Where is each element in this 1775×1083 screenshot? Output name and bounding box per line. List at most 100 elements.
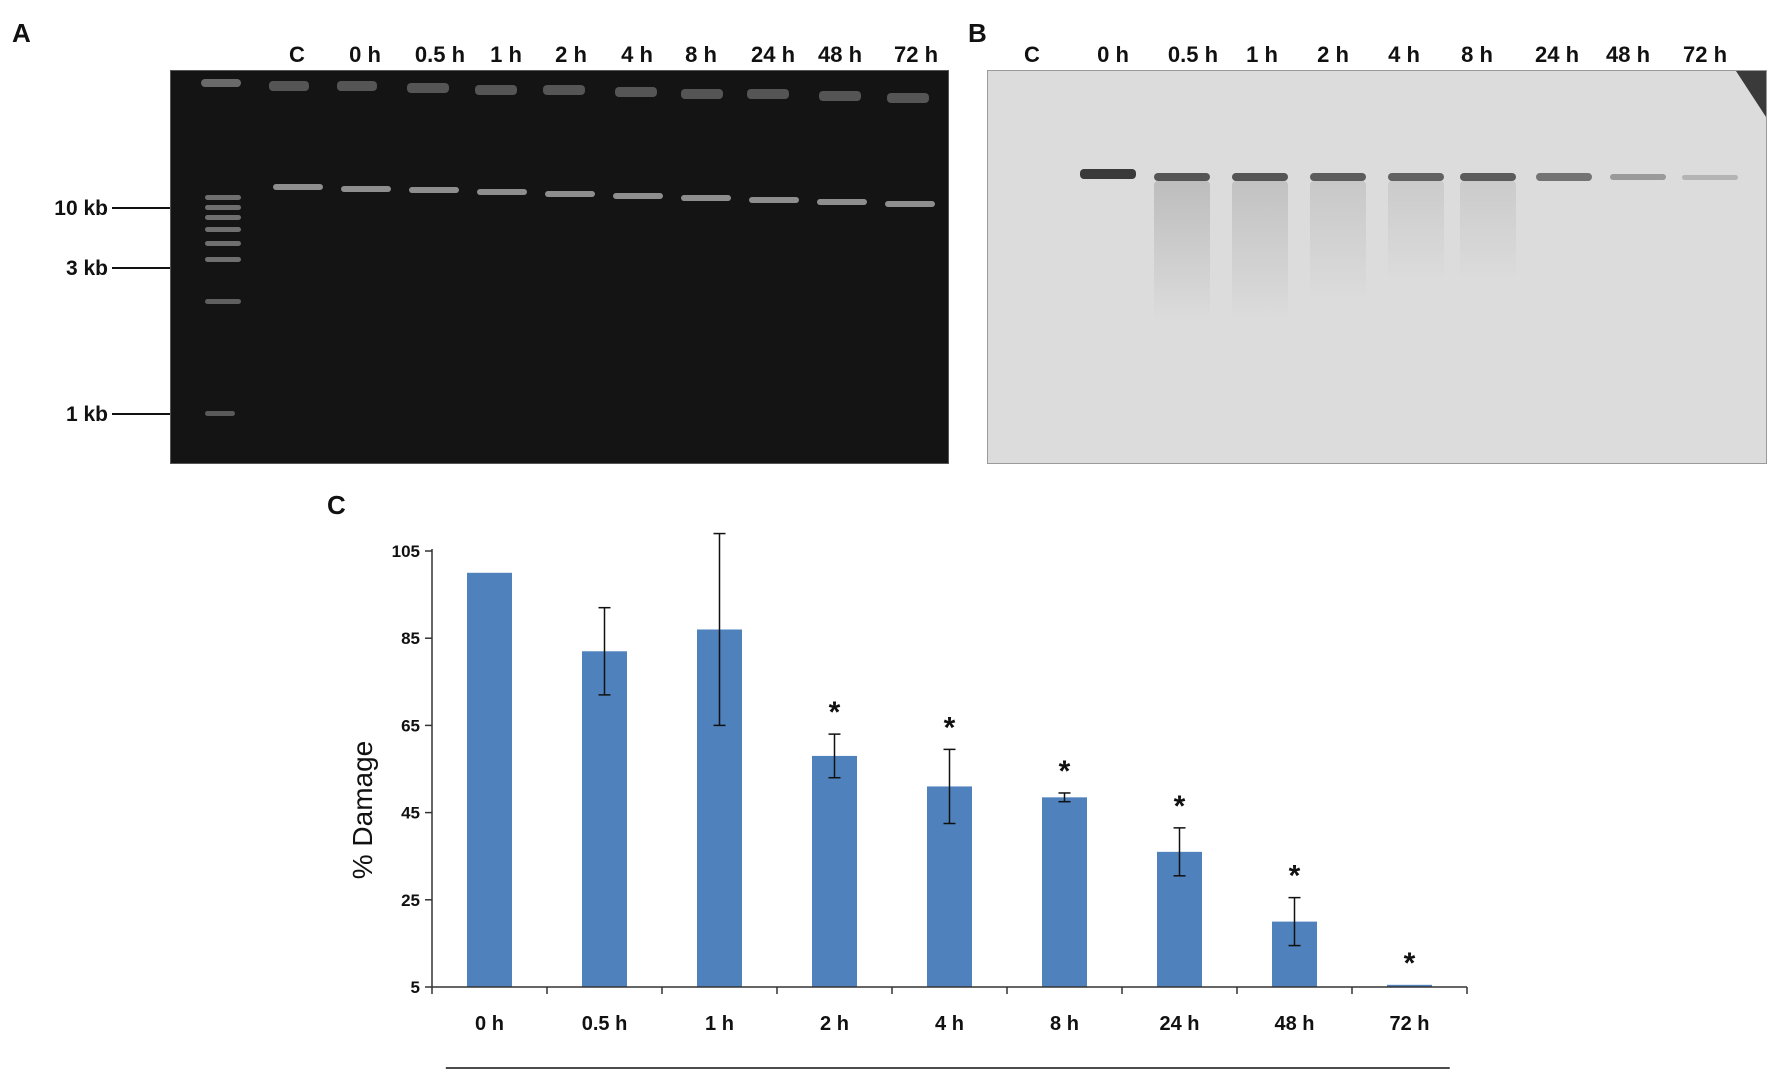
bar <box>1387 984 1432 987</box>
gel-well <box>887 93 929 103</box>
gel-b-lane-label: 2 h <box>1317 42 1349 67</box>
ladder-pointer <box>112 207 170 209</box>
y-tick-label: 5 <box>411 978 420 997</box>
ladder-label-3kb: 3 kb <box>65 257 108 280</box>
significance-group: * * * * * * <box>829 696 1416 980</box>
y-tick-label: 65 <box>401 716 420 735</box>
gel-b-lane-label: 8 h <box>1461 42 1493 67</box>
gel-b-lane-label: 24 h <box>1534 42 1580 67</box>
gel-b-lane-label: 0.5 h <box>1167 42 1219 67</box>
x-tick-label: 72 h <box>1389 1013 1429 1035</box>
gel-b-lane-label: 4 h <box>1388 42 1420 67</box>
gel-band <box>1232 173 1288 181</box>
gel-band <box>273 184 323 190</box>
x-tick-label: 2 h <box>820 1013 849 1035</box>
gel-a-lane-label: 24 h <box>750 42 796 67</box>
gel-band <box>613 193 663 199</box>
ladder-band <box>205 257 241 262</box>
axes-group <box>425 549 1468 1069</box>
x-tick-label: 0 h <box>475 1013 504 1035</box>
x-tick-label: 24 h <box>1159 1013 1199 1035</box>
gel-band <box>749 197 799 203</box>
ladder-label-10kb: 10 kb <box>54 197 108 220</box>
gel-a-lane-label: C <box>289 42 305 67</box>
gel-well <box>201 79 241 87</box>
significance-star: * <box>1059 755 1071 788</box>
x-tick-label: 1 h <box>705 1013 734 1035</box>
x-tick-label: 48 h <box>1274 1013 1314 1035</box>
ladder-label-1kb: 1 kb <box>65 403 108 426</box>
gel-smear <box>1388 181 1444 281</box>
ladder-band <box>205 241 241 246</box>
y-tick-label: 45 <box>401 804 420 823</box>
gel-well <box>475 85 517 95</box>
gel-a-lane-label: 1 h <box>490 42 522 67</box>
gel-b-lane-label: 48 h <box>1605 42 1651 67</box>
gel-band <box>817 199 867 205</box>
gel-a-lane-label: 2 h <box>555 42 587 67</box>
gel-band <box>477 189 527 195</box>
gel-a-lane-label: 4 h <box>621 42 653 67</box>
gel-well <box>681 89 723 99</box>
bar <box>467 572 512 987</box>
gel-smear <box>1460 181 1516 281</box>
gel-band <box>1610 174 1666 180</box>
gel-well <box>615 87 657 97</box>
ladder-band <box>205 227 241 232</box>
gel-b-lane-label: C <box>1024 42 1040 67</box>
significance-star: * <box>1289 860 1301 893</box>
gel-a-lane-label: 72 h <box>893 42 939 67</box>
gel-b-lane-label: 72 h <box>1682 42 1728 67</box>
significance-star: * <box>1404 947 1416 980</box>
significance-star: * <box>829 696 841 729</box>
gel-well <box>407 83 449 93</box>
gel-well <box>543 85 585 95</box>
gel-well <box>747 89 789 99</box>
gel-band <box>1154 173 1210 181</box>
x-tick-label: 4 h <box>935 1013 964 1035</box>
gel-smear <box>1310 181 1366 301</box>
bar <box>1042 797 1087 987</box>
ladder-pointer <box>112 267 170 269</box>
gel-b-lane-label: 0 h <box>1097 42 1129 67</box>
gel-well <box>269 81 309 91</box>
gel-a-lane-label: 8 h <box>685 42 717 67</box>
gel-band <box>341 186 391 192</box>
agarose-gel-image <box>170 70 949 464</box>
gel-well <box>819 91 861 101</box>
ladder-band <box>205 195 241 200</box>
gel-band <box>1536 173 1592 181</box>
gel-smear <box>1154 181 1210 321</box>
panel-c-letter: C <box>327 490 346 520</box>
x-tick-label: 0.5 h <box>582 1013 628 1035</box>
significance-star: * <box>944 711 956 744</box>
gel-band <box>681 195 731 201</box>
x-tick-label: 8 h <box>1050 1013 1079 1035</box>
bar <box>582 651 627 987</box>
ladder-band <box>205 205 241 210</box>
y-axis-label: % Damage <box>347 741 378 880</box>
ladder-band <box>205 215 241 220</box>
gel-band <box>885 201 935 207</box>
gel-band <box>1682 175 1738 180</box>
y-tick-label: 25 <box>401 891 420 910</box>
ladder-pointer <box>112 413 170 415</box>
gel-a-lane-label: 48 h <box>817 42 863 67</box>
bar <box>812 755 857 987</box>
error-bars-group <box>598 532 1301 947</box>
gel-a-lane-label: 0 h <box>349 42 381 67</box>
western-blot-image <box>987 70 1767 464</box>
gel-band <box>1310 173 1366 181</box>
gel-band <box>545 191 595 197</box>
gel-band <box>409 187 459 193</box>
panel-a-letter: A <box>12 18 31 48</box>
gel-a-lane-label: 0.5 h <box>414 42 466 67</box>
gel-b-lane-label: 1 h <box>1246 42 1278 67</box>
bars-group <box>467 572 1432 987</box>
significance-star: * <box>1174 790 1186 823</box>
gel-smear <box>1232 181 1288 321</box>
tick-labels-group: 5 25 45 65 85 105 0 h 0.5 h 1 h 2 h 4 h 8 h 24 h 48 h… <box>392 542 1430 1035</box>
panel-b-letter: B <box>968 18 987 48</box>
gel-corner-mark <box>1736 71 1766 117</box>
